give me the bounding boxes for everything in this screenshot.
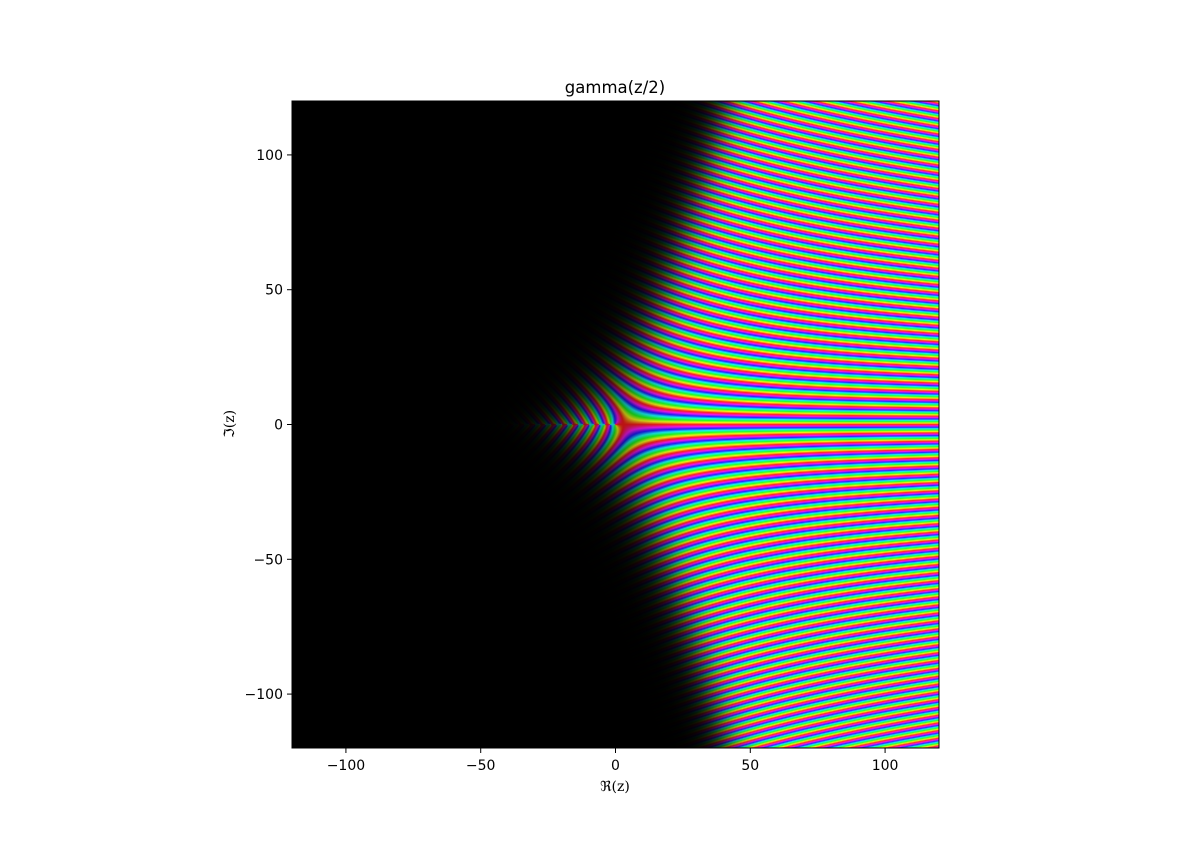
y-tick-label: 0 [274, 418, 283, 434]
y-tick-label: 50 [265, 283, 283, 299]
x-axis-label: ℜ(z) [600, 779, 630, 795]
y-tick-label: −100 [245, 687, 283, 703]
y-tick-label: 100 [256, 148, 283, 164]
x-tick-label: −100 [327, 758, 365, 774]
x-tick-label: 100 [872, 758, 899, 774]
chart-title: gamma(z/2) [565, 78, 665, 97]
plot-area-heatmap [292, 101, 939, 748]
y-axis-label: ℑ(z) [222, 410, 238, 438]
y-axis: −100 −50 0 50 100 [245, 148, 292, 703]
plot-frame [291, 100, 940, 749]
y-tick-label: −50 [253, 552, 283, 568]
x-tick-label: 0 [611, 758, 620, 774]
x-axis: −100 −50 0 50 100 [327, 748, 899, 774]
x-tick-label: −50 [466, 758, 496, 774]
x-tick-label: 50 [741, 758, 759, 774]
